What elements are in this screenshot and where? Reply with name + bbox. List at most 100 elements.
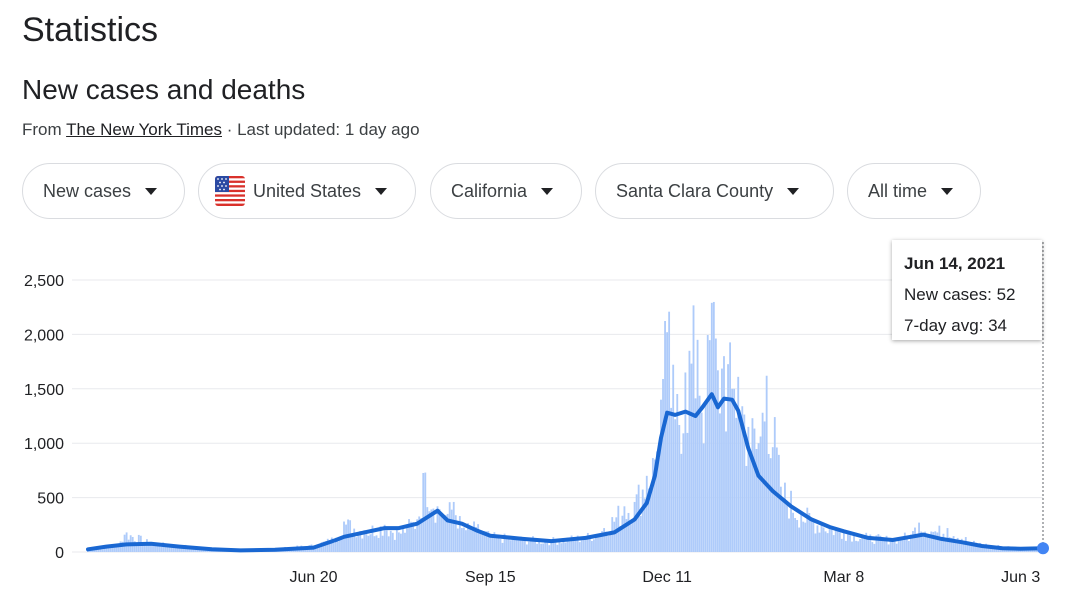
x-tick-label: Jun 3 (1001, 569, 1040, 586)
case-bar (853, 533, 855, 552)
case-bar (489, 535, 492, 552)
country-dropdown[interactable]: United States (198, 163, 416, 219)
case-bar (320, 542, 323, 552)
case-bar (798, 527, 801, 552)
case-bar (465, 530, 467, 552)
case-bar (477, 524, 480, 552)
case-bar (519, 536, 522, 552)
case-bar (662, 379, 664, 552)
case-bar (152, 544, 154, 552)
case-bar (855, 540, 857, 552)
case-bar (436, 506, 439, 552)
case-bar (306, 548, 309, 552)
case-bar (588, 535, 591, 552)
case-bar (434, 522, 437, 552)
case-bar (771, 447, 774, 552)
case-bar (361, 538, 364, 552)
case-bar (690, 363, 693, 552)
case-bar (704, 404, 707, 552)
case-bar (779, 486, 782, 552)
chart-tooltip: Jun 14, 2021 New cases: 52 7-day avg: 34 (892, 240, 1042, 340)
chevron-down-icon (787, 187, 800, 195)
county-dropdown[interactable]: Santa Clara County (595, 163, 834, 219)
case-bar (922, 534, 925, 552)
case-bar (873, 543, 876, 552)
case-bar (166, 546, 169, 552)
case-bar (534, 539, 536, 552)
case-bar (93, 550, 96, 552)
case-bar (595, 534, 597, 552)
state-dropdown[interactable]: California (430, 163, 582, 219)
case-bar (782, 497, 784, 552)
metric-dropdown-label: New cases (43, 180, 132, 201)
case-bar (178, 545, 181, 552)
last-updated-text: · Last updated: 1 day ago (221, 120, 420, 139)
section-title: New cases and deaths (22, 74, 306, 105)
chevron-down-icon (541, 187, 554, 195)
case-bar (847, 534, 849, 552)
case-bar (680, 453, 683, 552)
case-bar (645, 475, 648, 552)
case-bar (824, 531, 827, 552)
case-bar (426, 507, 429, 552)
case-bar (422, 472, 425, 552)
case-bar (324, 541, 327, 552)
case-bar (556, 544, 559, 552)
case-bar (698, 395, 701, 552)
case-bar (820, 523, 823, 552)
case-bar (928, 534, 931, 552)
source-link[interactable]: The New York Times (66, 120, 222, 139)
case-bar (773, 417, 776, 552)
case-bar (322, 541, 325, 552)
case-bar (448, 502, 451, 552)
case-bar (942, 533, 945, 552)
case-bar (495, 536, 498, 552)
case-bar (631, 520, 634, 552)
case-bar (450, 509, 453, 552)
case-bar (688, 350, 691, 552)
case-bar (672, 364, 675, 552)
case-bar (509, 540, 512, 552)
case-bar (462, 527, 465, 552)
case-bar (849, 535, 851, 552)
x-tick-label: Mar 8 (823, 569, 864, 586)
case-bar (584, 536, 587, 552)
case-bar (550, 540, 553, 552)
case-bar (330, 537, 333, 552)
case-bar (686, 432, 689, 552)
cases-chart[interactable]: 0 500 1,000 1,500 2,000 2,500 Jun 20 Sep 15 Dec… (0, 230, 1080, 590)
case-bar (517, 540, 520, 552)
time-range-dropdown[interactable]: All time (847, 163, 981, 219)
case-bar (375, 535, 378, 552)
case-bar (402, 527, 404, 552)
case-bar (355, 537, 358, 552)
case-bar (174, 544, 177, 552)
case-bar (775, 447, 778, 552)
case-bar (420, 518, 423, 552)
case-bar (1023, 549, 1026, 552)
case-bar (684, 372, 687, 552)
case-bar (830, 528, 833, 552)
case-bar (743, 414, 746, 552)
case-bar (158, 545, 161, 552)
case-bar (792, 512, 794, 552)
case-bar (926, 537, 929, 552)
case-bar (359, 531, 362, 552)
case-bar (721, 368, 723, 552)
case-bar (105, 547, 108, 552)
case-bar (625, 519, 628, 552)
case-bar (523, 538, 526, 552)
case-bar (121, 541, 124, 552)
case-bar (326, 538, 329, 552)
case-bar (404, 532, 406, 552)
x-tick-label: Dec 11 (642, 569, 692, 586)
case-bar (406, 525, 408, 552)
case-bar (430, 509, 433, 552)
case-bar (623, 506, 626, 552)
x-tick-label: Jun 20 (290, 569, 338, 586)
case-bar (871, 542, 874, 552)
tooltip-new-cases: New cases: 52 (904, 285, 1016, 304)
case-bar (546, 542, 549, 552)
case-bar (725, 431, 727, 552)
metric-dropdown[interactable]: New cases (22, 163, 185, 219)
